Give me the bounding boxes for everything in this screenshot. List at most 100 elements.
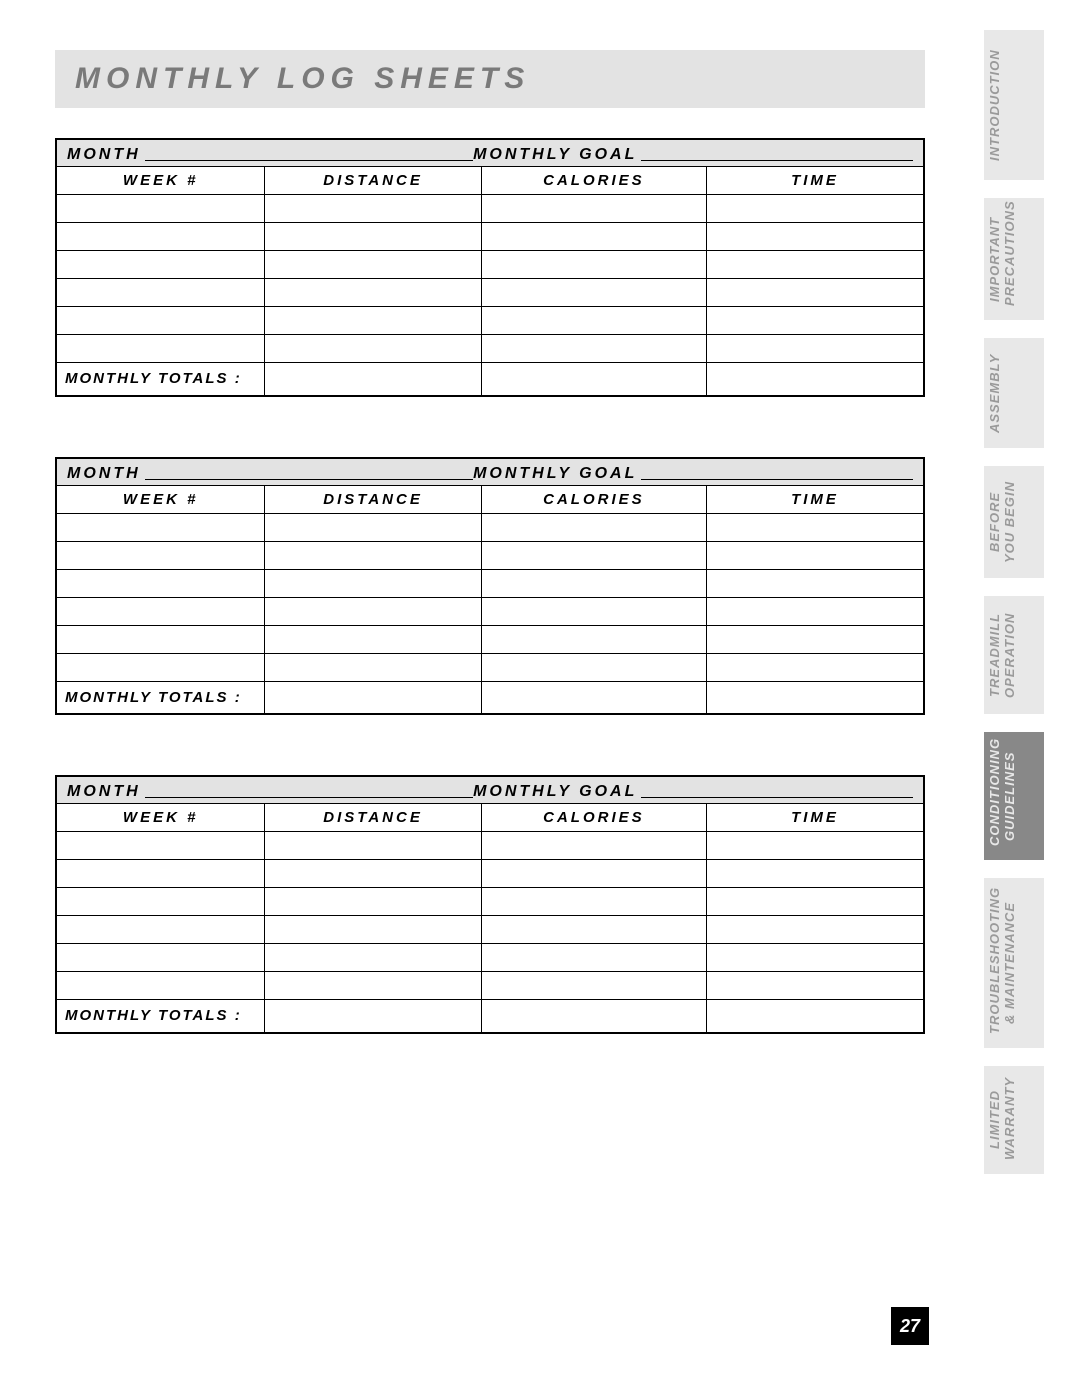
month-underline [145, 147, 473, 161]
totals-row: MONTHLY TOTALS : [57, 681, 923, 713]
cell-calories [481, 625, 706, 653]
cell-week [57, 625, 265, 653]
totals-calories [481, 363, 706, 395]
table-row [57, 972, 923, 1000]
cell-week [57, 223, 265, 251]
page-number: 27 [900, 1316, 920, 1337]
page-title: MONTHLY LOG SHEETS [75, 62, 905, 96]
side-tab[interactable]: INTRODUCTION [984, 30, 1044, 180]
col-header-week: WEEK # [57, 167, 265, 195]
cell-distance [265, 625, 482, 653]
log-table: WEEK #DISTANCECALORIESTIMEMONTHLY TOTALS… [57, 166, 923, 395]
cell-distance [265, 513, 482, 541]
side-tab[interactable]: TROUBLESHOOTING & MAINTENANCE [984, 878, 1044, 1048]
cell-time [706, 860, 923, 888]
cell-distance [265, 860, 482, 888]
col-header-calories: CALORIES [481, 167, 706, 195]
cell-distance [265, 279, 482, 307]
cell-week [57, 335, 265, 363]
side-tab[interactable]: BEFORE YOU BEGIN [984, 466, 1044, 578]
cell-calories [481, 251, 706, 279]
col-header-week: WEEK # [57, 485, 265, 513]
cell-week [57, 972, 265, 1000]
goal-underline [641, 784, 913, 798]
cell-time [706, 195, 923, 223]
cell-calories [481, 335, 706, 363]
goal-underline [641, 147, 913, 161]
cell-week [57, 916, 265, 944]
side-tab[interactable]: CONDITIONING GUIDELINES [984, 732, 1044, 860]
cell-time [706, 944, 923, 972]
side-tabs: INTRODUCTION IMPORTANT PRECAUTIONS ASSEMBL… [984, 30, 1044, 1174]
cell-time [706, 888, 923, 916]
cell-time [706, 569, 923, 597]
table-row [57, 860, 923, 888]
block-header: MONTH MONTHLY GOAL [57, 459, 923, 485]
cell-time [706, 832, 923, 860]
cell-time [706, 335, 923, 363]
cell-distance [265, 251, 482, 279]
col-header-time: TIME [706, 167, 923, 195]
table-header-row: WEEK #DISTANCECALORIESTIME [57, 485, 923, 513]
goal-label-wrap: MONTHLY GOAL [473, 465, 913, 483]
col-header-calories: CALORIES [481, 485, 706, 513]
table-row [57, 251, 923, 279]
month-label-wrap: MONTH [67, 146, 473, 164]
table-row [57, 569, 923, 597]
month-underline [145, 784, 473, 798]
side-tab[interactable]: TREADMILL OPERATION [984, 596, 1044, 714]
cell-time [706, 541, 923, 569]
goal-label-wrap: MONTHLY GOAL [473, 783, 913, 801]
col-header-time: TIME [706, 485, 923, 513]
cell-week [57, 251, 265, 279]
col-header-time: TIME [706, 804, 923, 832]
cell-calories [481, 653, 706, 681]
month-label-wrap: MONTH [67, 783, 473, 801]
totals-calories [481, 681, 706, 713]
log-block: MONTH MONTHLY GOAL WEEK #DISTANCECALORIEST… [55, 457, 925, 716]
log-blocks-container: MONTHMONTHLY GOALWEEK #DISTANCECALORIEST… [55, 138, 925, 1034]
block-header: MONTHMONTHLY GOAL [57, 777, 923, 803]
totals-row: MONTHLY TOTALS : [57, 1000, 923, 1032]
cell-calories [481, 279, 706, 307]
cell-time [706, 597, 923, 625]
cell-time [706, 916, 923, 944]
cell-time [706, 307, 923, 335]
cell-distance [265, 916, 482, 944]
table-header-row: WEEK #DISTANCECALORIESTIME [57, 167, 923, 195]
log-table: WEEK #DISTANCECALORIESTIME MONTHLY TOTALS… [57, 485, 923, 714]
cell-week [57, 569, 265, 597]
cell-distance [265, 335, 482, 363]
table-row [57, 888, 923, 916]
table-row [57, 279, 923, 307]
cell-calories [481, 513, 706, 541]
cell-time [706, 653, 923, 681]
totals-label: MONTHLY TOTALS : [57, 1000, 265, 1032]
cell-distance [265, 944, 482, 972]
totals-time [706, 363, 923, 395]
cell-week [57, 888, 265, 916]
cell-time [706, 279, 923, 307]
cell-calories [481, 832, 706, 860]
table-row [57, 625, 923, 653]
cell-week [57, 307, 265, 335]
side-tab[interactable]: LIMITED WARRANTY [984, 1066, 1044, 1174]
col-header-distance: DISTANCE [265, 804, 482, 832]
month-underline [145, 466, 473, 480]
month-label-wrap: MONTH [67, 465, 473, 483]
block-header: MONTHMONTHLY GOAL [57, 140, 923, 166]
cell-distance [265, 597, 482, 625]
cell-calories [481, 307, 706, 335]
side-tab[interactable]: ASSEMBLY [984, 338, 1044, 448]
table-row [57, 944, 923, 972]
totals-distance [265, 363, 482, 395]
table-row [57, 832, 923, 860]
cell-week [57, 279, 265, 307]
side-tab[interactable]: IMPORTANT PRECAUTIONS [984, 198, 1044, 320]
cell-distance [265, 832, 482, 860]
cell-calories [481, 569, 706, 597]
cell-week [57, 860, 265, 888]
page-number-badge: 27 [891, 1307, 929, 1345]
table-header-row: WEEK #DISTANCECALORIESTIME [57, 804, 923, 832]
month-label: MONTH [67, 465, 141, 483]
